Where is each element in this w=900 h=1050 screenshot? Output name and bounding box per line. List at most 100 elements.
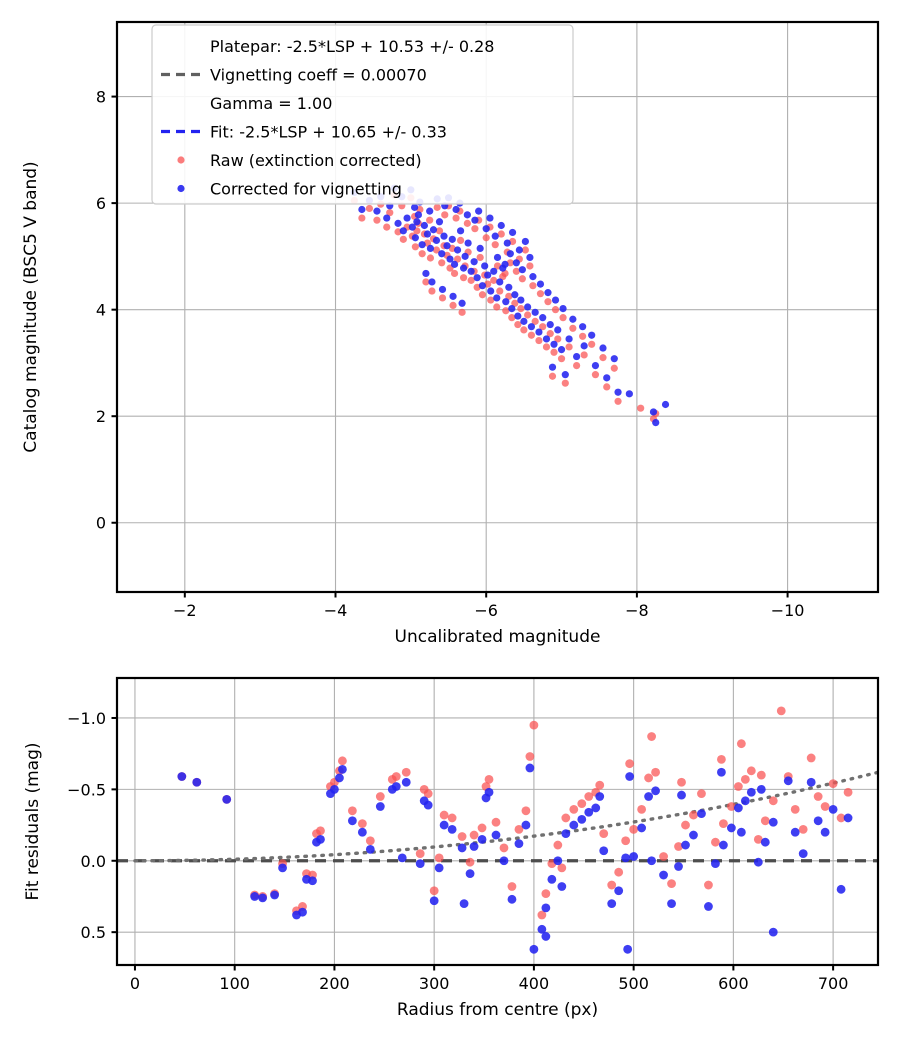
- calib-data-point: [440, 232, 448, 240]
- resid-data-point: [401, 767, 411, 777]
- calib-data-point: [411, 234, 419, 242]
- calib-data-point: [529, 273, 537, 281]
- calib-data-point: [544, 298, 552, 306]
- resid-data-point: [681, 840, 690, 850]
- resid-xtick-label: 0: [130, 974, 140, 993]
- resid-data-point: [717, 754, 726, 764]
- calib-data-point: [544, 289, 552, 297]
- legend-item[interactable]: Raw (extinction corrected): [177, 151, 422, 170]
- resid-ytick-label: 0.0: [81, 852, 106, 871]
- calib-xtick-label: −2: [173, 601, 197, 620]
- calib-xaxis-label: Uncalibrated magnitude: [395, 627, 601, 647]
- calib-data-point: [524, 311, 532, 319]
- resid-data-point: [637, 804, 647, 814]
- calib-data-point: [527, 331, 536, 339]
- resid-panel: 0 100 200 300 400 500 600 700 0.5 0.0 −0.5 −1.0 Radi…: [23, 676, 880, 1020]
- resid-ticks: 0 100 200 300 400 500 600 700 0.5 0.0 −0.5 −1.0: [67, 709, 848, 993]
- calib-data-point: [505, 292, 513, 300]
- calib-data-point: [573, 352, 581, 361]
- resid-data-point: [629, 824, 639, 834]
- resid-data-point: [465, 857, 475, 867]
- resid-data-point: [477, 823, 487, 833]
- resid-data-point: [316, 826, 325, 836]
- calib-data-point: [493, 253, 502, 262]
- legend-item-label: Vignetting coeff = 0.00070: [210, 66, 427, 85]
- resid-xtick-label: 600: [718, 974, 749, 993]
- calib-data-point: [496, 278, 504, 286]
- resid-data-point: [736, 739, 746, 749]
- calib-data-point: [536, 280, 545, 288]
- calib-data-point: [661, 400, 670, 409]
- resid-data-point: [704, 880, 713, 890]
- resid-data-point: [338, 764, 347, 774]
- resid-data-point: [459, 899, 469, 908]
- resid-xtick-label: 200: [319, 974, 350, 993]
- resid-data-point: [507, 882, 517, 891]
- calib-yaxis-label: Catalog magnitude (BSC5 V band): [21, 161, 41, 452]
- legend-item[interactable]: Platepar: -2.5*LSP + 10.53 +/- 0.28: [210, 37, 494, 56]
- calib-data-point: [497, 230, 505, 238]
- calib-data-point: [435, 227, 444, 235]
- calib-data-point: [426, 244, 435, 252]
- calib-data-point: [470, 258, 478, 266]
- resid-data-point: [783, 776, 793, 786]
- calib-data-point: [450, 269, 459, 278]
- calib-data-point: [539, 323, 547, 331]
- calib-data-point: [518, 275, 526, 283]
- resid-data-point: [820, 827, 830, 837]
- calib-data-point: [464, 239, 472, 247]
- calib-data-point: [565, 343, 573, 351]
- resid-data-point: [561, 813, 571, 823]
- calib-data-point: [438, 294, 447, 302]
- resid-data-point: [697, 809, 706, 819]
- resid-data-point: [330, 784, 339, 794]
- legend-item[interactable]: Corrected for vignetting: [177, 180, 402, 199]
- resid-xtick-label: 700: [818, 974, 849, 993]
- resid-data-point: [525, 763, 535, 773]
- calib-data-point: [463, 219, 471, 227]
- resid-data-point: [365, 844, 375, 854]
- calib-data-point: [463, 211, 471, 219]
- calib-data-point: [550, 340, 558, 348]
- calib-data-point: [487, 296, 495, 304]
- calib-data-point: [358, 205, 366, 214]
- resid-data-point: [637, 823, 647, 833]
- calib-data-point: [476, 244, 484, 252]
- resid-data-point: [250, 892, 260, 901]
- calib-data-point: [482, 234, 490, 242]
- resid-data-point: [278, 863, 287, 873]
- resid-data-point: [625, 772, 635, 781]
- resid-data-point: [347, 816, 357, 826]
- legend[interactable]: Platepar: -2.5*LSP + 10.53 +/- 0.28 Vigne…: [151, 24, 574, 205]
- legend-item[interactable]: Vignetting coeff = 0.00070: [161, 66, 427, 85]
- calib-data-point: [599, 354, 607, 362]
- resid-data-point: [434, 853, 444, 863]
- resid-data-point: [491, 830, 501, 840]
- calib-data-point: [497, 221, 505, 230]
- calib-data-point: [542, 343, 551, 351]
- legend-item[interactable]: Gamma = 1.00: [210, 94, 332, 113]
- calib-data-point: [438, 250, 446, 258]
- calib-xtick-label: −6: [474, 601, 498, 620]
- resid-data-point: [753, 834, 763, 844]
- calib-data-point: [399, 235, 407, 243]
- resid-data-point: [711, 859, 720, 869]
- resid-data-point: [647, 732, 656, 741]
- resid-data-point: [541, 889, 551, 899]
- resid-data-point: [776, 706, 786, 716]
- resid-data-point: [843, 813, 853, 823]
- resid-data-point: [499, 843, 509, 853]
- calib-data-point: [610, 355, 618, 363]
- calib-data-point: [515, 246, 523, 254]
- resid-data-point: [577, 814, 587, 824]
- resid-data-point: [521, 820, 531, 830]
- resid-data-point: [599, 829, 609, 839]
- resid-data-point: [798, 824, 808, 834]
- calib-ytick-label: 8: [96, 88, 106, 107]
- resid-data-point: [746, 787, 756, 797]
- legend-item[interactable]: Fit: -2.5*LSP + 10.65 +/- 0.33: [161, 123, 447, 142]
- calib-data-point: [373, 207, 381, 215]
- calib-data-point: [478, 291, 487, 299]
- calib-data-point: [579, 332, 587, 340]
